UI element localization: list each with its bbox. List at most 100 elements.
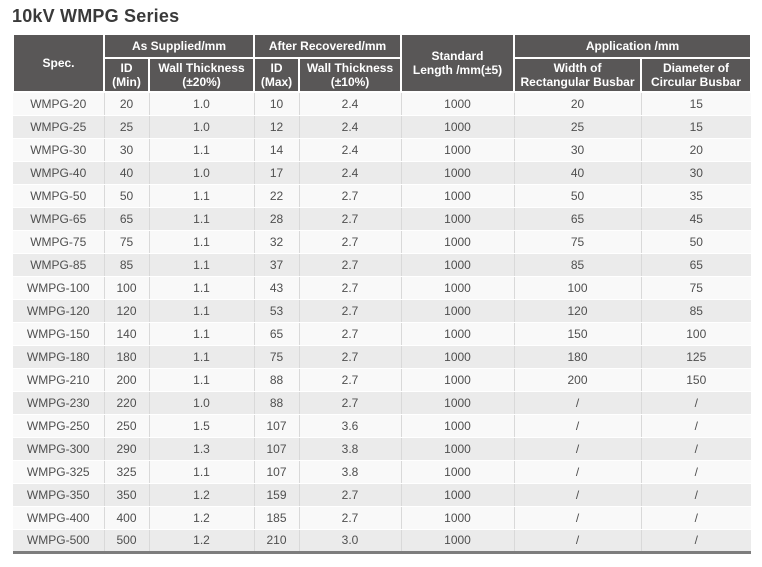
cell-diameter-circ-busbar: / <box>641 483 752 507</box>
cell-wall-thickness-10: 2.4 <box>299 138 402 162</box>
cell-id-max: 28 <box>254 207 300 231</box>
cell-width-rect-busbar: / <box>514 437 642 461</box>
cell-diameter-circ-busbar: 30 <box>641 161 752 185</box>
cell-spec: WMPG-400 <box>13 506 105 530</box>
cell-width-rect-busbar: / <box>514 391 642 415</box>
header-spec: Spec. <box>12 33 105 93</box>
cell-spec: WMPG-210 <box>13 368 105 392</box>
cell-id-min: 50 <box>104 184 150 208</box>
header-diameter-circ-busbar: Diameter of Circular Busbar <box>640 57 753 93</box>
table-body: WMPG-20 20 1.0 10 2.4 1000 20 15 WMPG-25 25 1.0 12 2… <box>13 92 752 553</box>
table-row: WMPG-150 140 1.1 65 2.7 1000 150 100 <box>13 322 752 346</box>
cell-diameter-circ-busbar: 20 <box>641 138 752 162</box>
cell-spec: WMPG-120 <box>13 299 105 323</box>
table-row: WMPG-100 100 1.1 43 2.7 1000 100 75 <box>13 276 752 300</box>
cell-spec: WMPG-100 <box>13 276 105 300</box>
cell-standard-length: 1000 <box>401 207 515 231</box>
cell-standard-length: 1000 <box>401 138 515 162</box>
cell-wall-thickness-10: 2.7 <box>299 276 402 300</box>
header-id-max-line2: (Max) <box>260 75 293 89</box>
cell-diameter-circ-busbar: 125 <box>641 345 752 369</box>
cell-id-min: 350 <box>104 483 150 507</box>
cell-width-rect-busbar: / <box>514 529 642 553</box>
table-header: Spec. As Supplied/mm After Recovered/mm … <box>12 33 753 93</box>
cell-id-max: 53 <box>254 299 300 323</box>
cell-id-max: 14 <box>254 138 300 162</box>
header-wall-thickness-10-line2: (±10%) <box>330 75 370 89</box>
cell-wall-thickness-20: 1.0 <box>149 92 255 116</box>
cell-id-max: 185 <box>254 506 300 530</box>
table-row: WMPG-50 50 1.1 22 2.7 1000 50 35 <box>13 184 752 208</box>
cell-diameter-circ-busbar: / <box>641 391 752 415</box>
cell-id-max: 32 <box>254 230 300 254</box>
cell-standard-length: 1000 <box>401 299 515 323</box>
cell-width-rect-busbar: 40 <box>514 161 642 185</box>
header-width-rect-busbar-line1: Width of <box>553 61 602 75</box>
table-row: WMPG-25 25 1.0 12 2.4 1000 25 15 <box>13 115 752 139</box>
table-row: WMPG-325 325 1.1 107 3.8 1000// <box>13 460 752 484</box>
cell-spec: WMPG-75 <box>13 230 105 254</box>
cell-width-rect-busbar: 75 <box>514 230 642 254</box>
cell-diameter-circ-busbar: 15 <box>641 92 752 116</box>
cell-standard-length: 1000 <box>401 276 515 300</box>
table-row: WMPG-65 65 1.1 28 2.7 1000 65 45 <box>13 207 752 231</box>
cell-id-max: 37 <box>254 253 300 277</box>
cell-wall-thickness-20: 1.0 <box>149 161 255 185</box>
table-row: WMPG-75 75 1.1 32 2.7 1000 75 50 <box>13 230 752 254</box>
cell-wall-thickness-10: 2.7 <box>299 368 402 392</box>
header-after-recovered-group: After Recovered/mm <box>253 33 403 59</box>
header-id-max: ID (Max) <box>253 57 301 93</box>
header-group-row: Spec. As Supplied/mm After Recovered/mm … <box>12 33 753 93</box>
cell-spec: WMPG-20 <box>13 92 105 116</box>
cell-wall-thickness-20: 1.2 <box>149 506 255 530</box>
cell-id-min: 500 <box>104 529 150 553</box>
cell-spec: WMPG-230 <box>13 391 105 415</box>
header-wall-thickness-20-line2: (±20%) <box>182 75 221 89</box>
cell-spec: WMPG-180 <box>13 345 105 369</box>
cell-id-min: 290 <box>104 437 150 461</box>
cell-wall-thickness-10: 2.7 <box>299 299 402 323</box>
cell-standard-length: 1000 <box>401 460 515 484</box>
cell-id-max: 107 <box>254 437 300 461</box>
cell-wall-thickness-10: 2.4 <box>299 115 402 139</box>
header-diameter-circ-busbar-line2: Circular Busbar <box>651 75 742 89</box>
cell-wall-thickness-20: 1.3 <box>149 437 255 461</box>
header-width-rect-busbar-line2: Rectangular Busbar <box>520 75 635 89</box>
cell-wall-thickness-20: 1.0 <box>149 391 255 415</box>
table-row: WMPG-40 40 1.0 17 2.4 1000 40 30 <box>13 161 752 185</box>
table-row: WMPG-120 120 1.1 53 2.7 1000 120 85 <box>13 299 752 323</box>
table-row: WMPG-250 250 1.5 107 3.6 1000// <box>13 414 752 438</box>
cell-wall-thickness-20: 1.1 <box>149 207 255 231</box>
table-row: WMPG-230 220 1.0 88 2.7 1000// <box>13 391 752 415</box>
cell-width-rect-busbar: 25 <box>514 115 642 139</box>
cell-diameter-circ-busbar: 15 <box>641 115 752 139</box>
cell-diameter-circ-busbar: / <box>641 460 752 484</box>
cell-id-min: 200 <box>104 368 150 392</box>
page-title: 10kV WMPG Series <box>12 6 180 26</box>
cell-width-rect-busbar: 120 <box>514 299 642 323</box>
cell-id-min: 20 <box>104 92 150 116</box>
cell-id-min: 120 <box>104 299 150 323</box>
table-row: WMPG-85 85 1.1 37 2.7 1000 85 65 <box>13 253 752 277</box>
cell-wall-thickness-10: 2.7 <box>299 345 402 369</box>
cell-spec: WMPG-150 <box>13 322 105 346</box>
cell-standard-length: 1000 <box>401 115 515 139</box>
cell-id-max: 88 <box>254 368 300 392</box>
cell-spec: WMPG-250 <box>13 414 105 438</box>
cell-width-rect-busbar: 180 <box>514 345 642 369</box>
cell-standard-length: 1000 <box>401 253 515 277</box>
cell-id-max: 17 <box>254 161 300 185</box>
cell-id-max: 107 <box>254 460 300 484</box>
cell-wall-thickness-10: 3.0 <box>299 529 402 553</box>
header-id-min-line2: (Min) <box>112 75 141 89</box>
cell-wall-thickness-20: 1.1 <box>149 345 255 369</box>
cell-id-max: 159 <box>254 483 300 507</box>
cell-id-max: 107 <box>254 414 300 438</box>
cell-wall-thickness-10: 2.7 <box>299 483 402 507</box>
cell-id-max: 43 <box>254 276 300 300</box>
cell-standard-length: 1000 <box>401 322 515 346</box>
cell-spec: WMPG-65 <box>13 207 105 231</box>
cell-id-max: 12 <box>254 115 300 139</box>
cell-diameter-circ-busbar: / <box>641 529 752 553</box>
cell-wall-thickness-20: 1.1 <box>149 276 255 300</box>
